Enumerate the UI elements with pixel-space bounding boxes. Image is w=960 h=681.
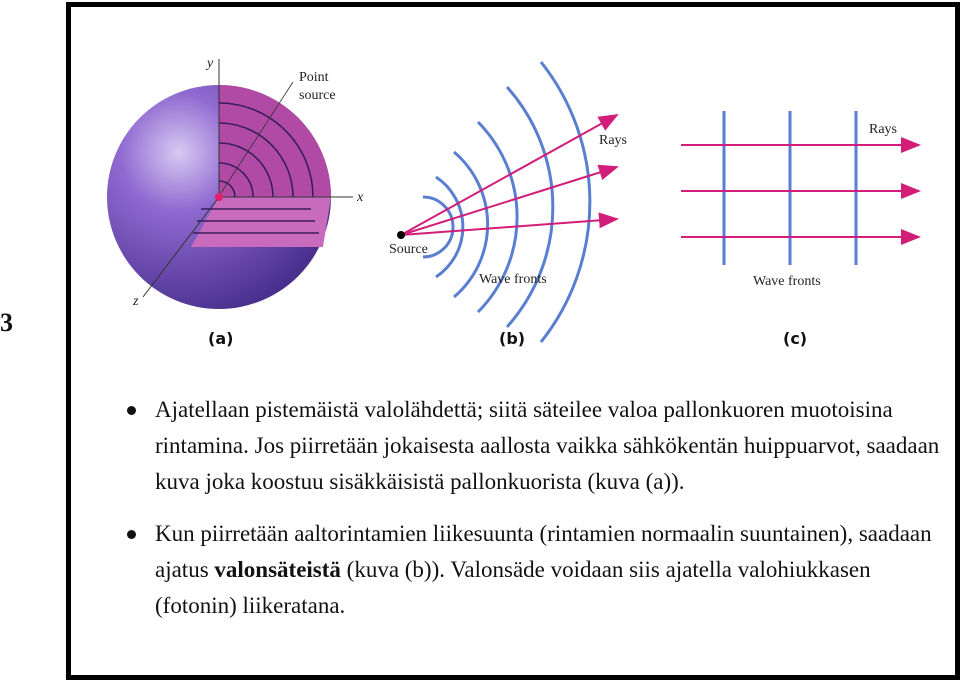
- rays-label-b: Rays: [599, 133, 627, 148]
- slide-frame: y x z Point source Source Rays Wave fron…: [66, 2, 960, 680]
- panel-c-label: (c): [783, 329, 808, 348]
- figure-wave-fronts: y x z Point source Source Rays Wave fron…: [107, 56, 921, 343]
- ray-b-1: [400, 114, 619, 236]
- point-source-label-line1: Point: [299, 70, 329, 85]
- cutaway-top: [219, 85, 331, 197]
- panel-a-sphere: y x z Point source: [107, 56, 364, 309]
- bullet-2-bold-term: valonsäteistä: [214, 557, 341, 582]
- source-label: Source: [389, 242, 428, 257]
- ray-b-2: [400, 164, 619, 236]
- axis-x-label: x: [356, 190, 364, 205]
- point-source-label-line2: source: [299, 88, 336, 103]
- shell-arcs: [193, 102, 319, 234]
- wave-fronts-label-c: Wave fronts: [753, 274, 821, 289]
- wave-fronts-c: [722, 111, 858, 265]
- panel-b-spherical-waves: Source Rays Wave fronts: [389, 61, 627, 343]
- bullet-item-2: Kun piirretään aaltorintamien liikesuunt…: [121, 516, 941, 624]
- point-source-leader: [220, 81, 294, 194]
- ray-b-3: [400, 212, 619, 236]
- source-dot: [397, 231, 405, 239]
- bullet-list: Ajatellaan pistemäistä valolähdettä; sii…: [121, 392, 941, 640]
- bullet-item-1: Ajatellaan pistemäistä valolähdettä; sii…: [121, 392, 941, 500]
- panel-a-label: (a): [208, 329, 234, 348]
- bullet-2-text-after: (kuva (b)). Valonsäde voidaan siis ajate…: [155, 557, 871, 618]
- page-number-fragment: 3: [0, 308, 13, 337]
- axis-z-label: z: [132, 294, 139, 309]
- wave-fronts-b: [422, 61, 592, 343]
- wave-fronts-label-b: Wave fronts: [479, 272, 547, 287]
- axis-y-label: y: [205, 56, 214, 71]
- z-axis: [142, 196, 220, 298]
- panel-b-label: (b): [499, 329, 526, 348]
- panel-c-plane-waves: Rays Wave fronts: [681, 111, 921, 289]
- rays-label-c: Rays: [869, 122, 897, 137]
- point-source-dot: [215, 193, 223, 201]
- bullet-1-text: Ajatellaan pistemäistä valolähdettä; sii…: [155, 397, 940, 494]
- bullet-2-text-before: Kun piirretään aaltorintamien liikesuunt…: [155, 521, 932, 582]
